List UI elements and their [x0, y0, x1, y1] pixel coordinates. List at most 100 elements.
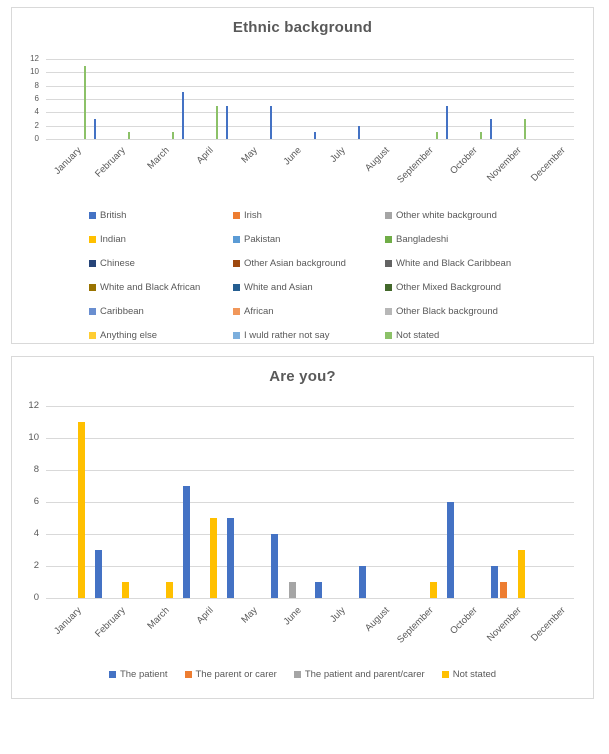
- gridline: [46, 470, 574, 471]
- bar: [226, 105, 229, 139]
- are-you-chart: Are you? 0 2 4 6 8 10 12 January February March Ap…: [11, 356, 594, 699]
- legend-item: The patient and parent/carer: [293, 669, 425, 680]
- gridline: [46, 566, 574, 567]
- legend-label: Other Mixed Background: [396, 282, 502, 293]
- bar: [523, 119, 526, 139]
- bar: [314, 132, 317, 139]
- legend-label: Pakistan: [244, 234, 281, 245]
- gridline: [46, 502, 574, 503]
- gridline: [46, 59, 574, 60]
- gridline: [46, 406, 574, 407]
- y-axis-tick-label: 12: [28, 400, 39, 412]
- y-axis-tick-label: 4: [34, 107, 39, 117]
- legend-item: Irish: [233, 210, 262, 221]
- legend-swatch: [233, 332, 240, 339]
- gridline: [46, 85, 574, 87]
- bar: [429, 582, 437, 598]
- legend-item: Other Black background: [385, 306, 498, 317]
- gridline: [46, 139, 574, 140]
- legend-label: The patient: [119, 669, 168, 680]
- legend-swatch: [385, 236, 392, 243]
- legend-swatch: [89, 260, 96, 267]
- legend-item: Chinese: [89, 258, 135, 269]
- legend-item: British: [89, 210, 126, 221]
- bar: [171, 132, 174, 139]
- legend-label: Caribbean: [100, 306, 144, 317]
- legend-label: White and Black Caribbean: [396, 258, 512, 269]
- legend-label: I wuld rather not say: [244, 330, 330, 341]
- legend-item: African: [233, 306, 274, 317]
- ethnic-background-chart: Ethnic background 0 2 4 6 8 10 12 January Februa…: [11, 7, 594, 344]
- y-axis-tick-label: 10: [30, 67, 39, 77]
- legend-item: White and Black African: [89, 282, 200, 293]
- bar: [83, 65, 86, 139]
- legend-swatch: [233, 236, 240, 243]
- legend-swatch: [385, 332, 392, 339]
- legend-swatch: [385, 260, 392, 267]
- legend-swatch: [89, 236, 96, 243]
- legend-item: Indian: [89, 234, 126, 245]
- legend-item: White and Asian: [233, 282, 313, 293]
- legend: The patient The parent or carer The patien…: [12, 669, 593, 680]
- bar: [77, 422, 85, 598]
- legend-label: British: [100, 210, 127, 221]
- y-axis-tick-label: 10: [28, 432, 39, 444]
- legend-swatch: [89, 332, 96, 339]
- legend-label: The parent or carer: [195, 669, 277, 680]
- bar: [121, 582, 129, 598]
- legend-swatch: [89, 308, 96, 315]
- legend-swatch: [441, 671, 449, 678]
- legend-item: The parent or carer: [184, 669, 277, 680]
- bar: [358, 125, 361, 139]
- legend-label: White and Asian: [244, 282, 313, 293]
- legend-swatch: [293, 671, 301, 678]
- gridline: [46, 598, 574, 599]
- bar: [215, 105, 218, 139]
- bar: [359, 566, 367, 598]
- legend-item: Caribbean: [89, 306, 144, 317]
- bar: [94, 119, 97, 139]
- legend-label: Other Asian background: [244, 258, 346, 269]
- bar: [447, 502, 455, 598]
- gridline: [46, 438, 574, 439]
- legend-swatch: [184, 671, 192, 678]
- legend-label: Indian: [100, 234, 126, 245]
- gridline: [46, 99, 574, 100]
- legend-swatch: [385, 284, 392, 291]
- legend-swatch: [108, 671, 116, 678]
- legend-swatch: [89, 284, 96, 291]
- bar: [209, 518, 217, 598]
- legend-item: Other Asian background: [233, 258, 346, 269]
- legend-item: Other white background: [385, 210, 497, 221]
- gridline: [46, 125, 574, 127]
- y-axis-tick-label: 0: [34, 134, 39, 144]
- bar: [183, 486, 191, 598]
- gridline: [46, 534, 574, 535]
- y-axis-tick-label: 4: [33, 528, 39, 540]
- gridline: [46, 72, 574, 74]
- legend-item: The patient: [108, 669, 168, 680]
- legend-item: White and Black Caribbean: [385, 258, 511, 269]
- bar: [165, 582, 173, 598]
- bar: [271, 534, 279, 598]
- y-axis-tick-label: 0: [33, 592, 39, 604]
- bar: [227, 518, 235, 598]
- legend-label: Other Black background: [396, 306, 498, 317]
- legend-label: Not stated: [452, 669, 497, 680]
- legend-swatch: [233, 308, 240, 315]
- legend-label: Irish: [244, 210, 262, 221]
- bar: [491, 566, 499, 598]
- legend-item: Bangladeshi: [385, 234, 448, 245]
- bar: [500, 582, 508, 598]
- legend-label: White and Black African: [100, 282, 201, 293]
- legend-label: The patient and parent/carer: [304, 669, 425, 680]
- legend-swatch: [89, 212, 96, 219]
- chart-title: Are you?: [269, 368, 336, 385]
- legend-label: Not stated: [396, 330, 440, 341]
- legend-item: Anything else: [89, 330, 157, 341]
- bar: [446, 105, 449, 139]
- legend-item: Pakistan: [233, 234, 280, 245]
- bar: [288, 582, 296, 598]
- y-axis-tick-label: 6: [34, 94, 39, 104]
- bar: [517, 550, 525, 598]
